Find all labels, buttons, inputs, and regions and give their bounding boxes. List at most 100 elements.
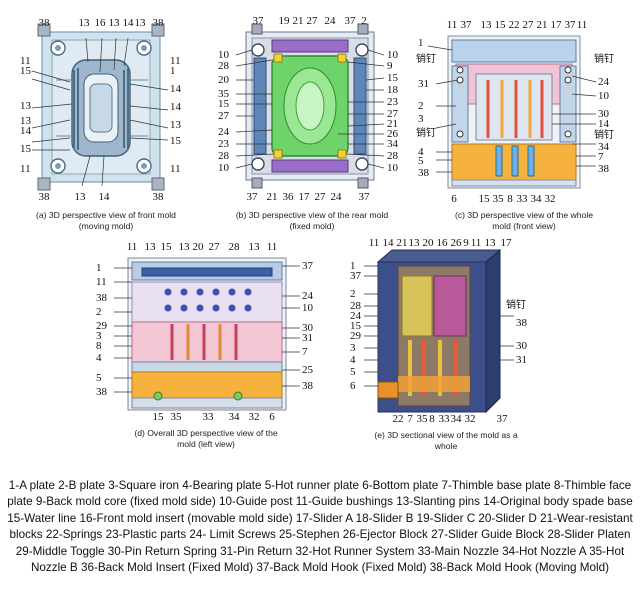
label: 37 — [302, 260, 314, 272]
label: 10 — [218, 162, 230, 174]
label: 20 — [423, 237, 435, 249]
label: 15 — [350, 320, 362, 332]
label: 2 — [418, 100, 424, 112]
label: 5 — [96, 372, 102, 384]
label: 15 — [495, 19, 507, 31]
panel-d: 11 13 15 13 20 27 28 13 11 1 11 38 2 29 … — [88, 236, 324, 458]
label: 13 — [409, 237, 421, 249]
label: 22 — [393, 413, 404, 425]
label: 27 — [315, 191, 327, 203]
label: 13 — [145, 241, 157, 253]
label: 11 — [267, 241, 278, 253]
label: 24 — [302, 290, 314, 302]
label: 1 — [418, 37, 424, 49]
label: 20 — [218, 74, 230, 86]
caption-d: (d) Overall 3D perspective view of the mo… — [134, 428, 278, 449]
label: 5 — [418, 155, 424, 167]
label: 13 — [170, 119, 182, 131]
label: 38 — [153, 191, 165, 203]
label: 32 — [249, 411, 260, 423]
label: 15 — [161, 241, 173, 253]
label: 11 — [20, 163, 31, 175]
label: 24 — [218, 126, 230, 138]
label: 38 — [39, 17, 51, 29]
label: 16 — [95, 17, 107, 29]
label: 23 — [218, 138, 230, 150]
caption-e: (e) 3D sectional view of the mold as a wh… — [374, 430, 518, 451]
label: 37 — [461, 19, 473, 31]
label: 26 — [387, 128, 399, 140]
label: 38 — [302, 380, 314, 392]
pin-label: 销钉 — [416, 126, 436, 139]
label: 15 — [170, 135, 182, 147]
label: 21 — [397, 237, 408, 249]
rear-mold-drawing: 37 19 21 27 24 37 2 10 28 20 35 15 27 24… — [218, 15, 399, 203]
label: 29 — [350, 330, 362, 342]
label: 3 — [350, 342, 356, 354]
label: 4 — [418, 146, 424, 158]
label: 35 — [218, 88, 230, 100]
label: 28 — [350, 300, 362, 312]
label: 28 — [218, 60, 230, 72]
pin-label: 销钉 — [594, 128, 614, 141]
label: 32 — [465, 413, 476, 425]
label: 31 — [302, 332, 313, 344]
label: 19 — [279, 15, 291, 27]
label: 15 — [20, 143, 32, 155]
label: 6 — [451, 193, 457, 205]
label: 30 — [302, 322, 314, 334]
label: 9 — [463, 237, 469, 249]
label: 13 — [179, 241, 191, 253]
label: 34 — [598, 141, 610, 153]
label: 10 — [218, 49, 230, 61]
label: 27 — [307, 15, 319, 27]
label: 33 — [439, 413, 451, 425]
label: 24 — [350, 310, 362, 322]
sectional-view-drawing: 11 14 21 13 20 16 26 9 11 13 17 1 37 2 2… — [350, 237, 528, 425]
label: 35 — [417, 413, 429, 425]
label: 28 — [229, 241, 241, 253]
label: 25 — [302, 364, 314, 376]
label: 24 — [331, 191, 343, 203]
label: 14 — [170, 83, 182, 95]
parts-legend: 1-A plate 2-B plate 3-Square iron 4-Bear… — [7, 479, 633, 575]
label: 13 — [20, 100, 32, 112]
label: 34 — [387, 138, 399, 150]
label: 14 — [170, 101, 182, 113]
label: 33 — [517, 193, 529, 205]
label: 2 — [350, 288, 356, 300]
label: 37 — [253, 15, 265, 27]
label: 4 — [350, 354, 356, 366]
label: 31 — [516, 354, 527, 366]
label: 37 — [359, 191, 371, 203]
label: 35 — [493, 193, 505, 205]
label: 11 — [96, 276, 107, 288]
label: 36 — [283, 191, 295, 203]
label: 13 — [135, 17, 147, 29]
label: 6 — [350, 380, 356, 392]
label: 21 — [537, 19, 548, 31]
label: 3 — [418, 113, 424, 125]
label: 11 — [471, 237, 482, 249]
label: 34 — [531, 193, 543, 205]
label: 1 — [96, 262, 102, 274]
label: 17 — [551, 19, 563, 31]
label: 8 — [507, 193, 513, 205]
label: 37 — [497, 413, 509, 425]
caption-b: (b) 3D perspective view of the rear mold… — [235, 210, 389, 231]
label: 7 — [407, 413, 413, 425]
label: 21 — [293, 15, 304, 27]
label: 34 — [451, 413, 463, 425]
whole-mold-front-drawing: 11 37 13 15 22 27 21 17 37 11 1 销钉 31 2 … — [416, 19, 614, 205]
label: 33 — [203, 411, 215, 423]
label: 37 — [247, 191, 259, 203]
label: 7 — [598, 151, 604, 163]
label: 27 — [387, 108, 399, 120]
label: 8 — [96, 340, 102, 352]
label: 15 — [20, 65, 32, 77]
label: 31 — [418, 78, 429, 90]
label: 27 — [209, 241, 221, 253]
label: 38 — [96, 292, 108, 304]
label: 21 — [267, 191, 278, 203]
label: 38 — [39, 191, 51, 203]
